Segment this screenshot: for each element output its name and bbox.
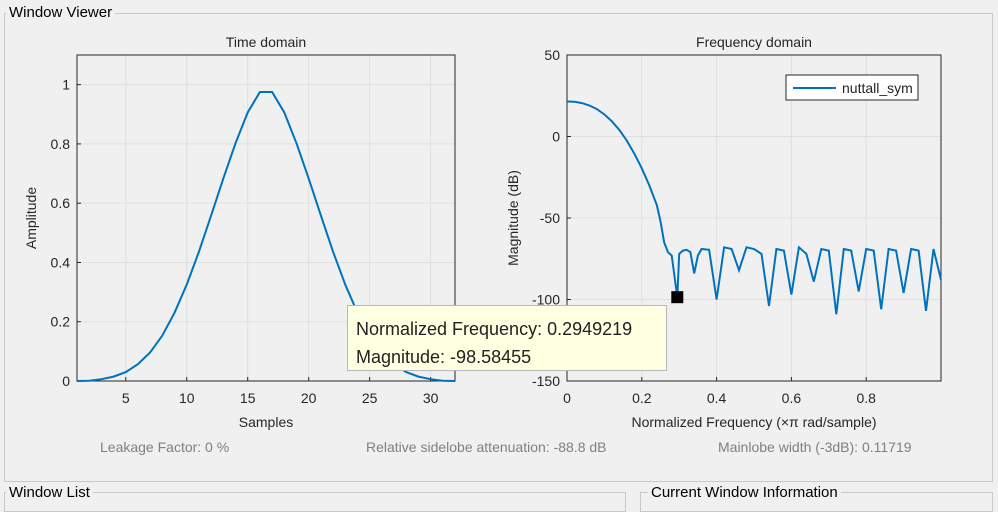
freq-xtick-label: 0.2 (632, 390, 652, 406)
time-ytick-label: 0.4 (51, 254, 71, 270)
time-xtick-label: 20 (301, 390, 317, 406)
window-list-panel (4, 492, 626, 512)
datatip-marker[interactable] (671, 291, 684, 304)
time-xtick-label: 10 (179, 390, 195, 406)
datatip[interactable]: Normalized Frequency: 0.2949219 Magnitud… (347, 305, 667, 371)
freq-ytick-label: -50 (540, 210, 560, 226)
time-ytick-label: 0 (62, 373, 70, 389)
time-ytick-label: 0.6 (51, 195, 71, 211)
freq-xtick-label: 0.6 (782, 390, 802, 406)
time-ylabel: Amplitude (23, 187, 39, 249)
freq-ytick-label: 0 (552, 129, 560, 145)
freq-series-line (566, 100, 942, 315)
time-ytick-label: 0.8 (51, 136, 71, 152)
current-window-info-title: Current Window Information (648, 484, 841, 501)
datatip-magnitude: Magnitude: -98.58455 (356, 347, 532, 367)
time-xlabel: Samples (239, 414, 293, 430)
time-axes-box (76, 54, 456, 382)
legend-label: nuttall_sym (842, 80, 913, 96)
time-ytick-label: 1 (62, 77, 70, 93)
freq-xtick-label: 0.4 (707, 390, 727, 406)
freq-ylabel: Magnitude (dB) (505, 170, 521, 266)
time-xtick-label: 25 (362, 390, 378, 406)
leakage-factor: Leakage Factor: 0 % (100, 439, 230, 455)
time-xtick-label: 30 (423, 390, 439, 406)
frequency-domain-plot[interactable]: Frequency domain 0 0.2 0.4 0.6 0.8500-50-100… (0, 0, 998, 501)
window-viewer-panel (4, 13, 993, 482)
freq-ytick-label: -150 (532, 373, 560, 389)
freq-legend[interactable]: nuttall_sym (785, 74, 919, 101)
mainlobe-width: Mainlobe width (-3dB): 0.11719 (718, 439, 912, 455)
time-xtick-label: 5 (122, 390, 130, 406)
freq-plot-title: Frequency domain (696, 34, 812, 50)
sidelobe-attenuation: Relative sidelobe attenuation: -88.8 dB (366, 439, 607, 455)
freq-xtick-label: 0.8 (856, 390, 876, 406)
freq-xlabel: Normalized Frequency (×π rad/sample) (631, 414, 876, 430)
window-list-title: Window List (6, 484, 93, 501)
freq-ytick-label: -100 (532, 292, 560, 308)
time-plot-title: Time domain (226, 34, 306, 50)
time-xtick-label: 15 (240, 390, 256, 406)
time-ytick-label: 0.2 (51, 314, 71, 330)
datatip-frequency: Normalized Frequency: 0.2949219 (356, 319, 633, 339)
freq-xtick-label: 0 (563, 390, 571, 406)
window-viewer-title: Window Viewer (6, 4, 116, 21)
freq-ytick-label: 50 (544, 47, 560, 63)
